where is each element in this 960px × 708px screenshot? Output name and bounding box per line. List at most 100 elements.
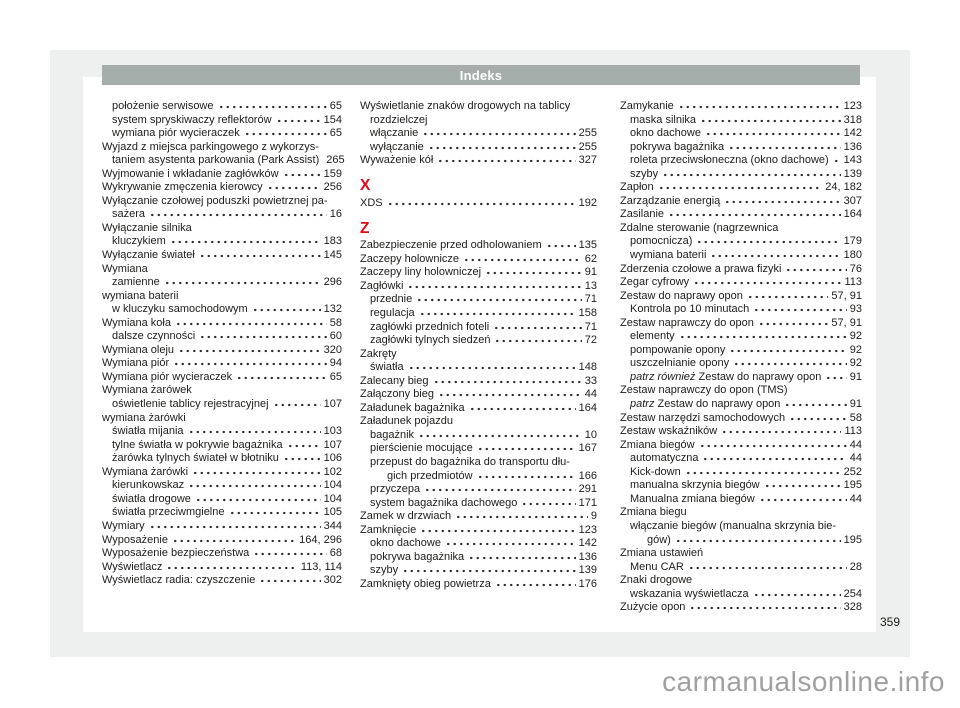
index-page-ref: 28 [849, 560, 862, 573]
index-page-ref: 255 [578, 140, 597, 153]
index-row: pierścienie mocujące 167 [360, 442, 597, 456]
index-entry-text: Zapłon [620, 181, 654, 194]
index-entry-text: Zarządzanie energią [620, 194, 721, 207]
dot-leader [418, 428, 582, 438]
index-page-ref: 132 [323, 303, 342, 316]
index-entry-text: Zdalne sterowanie (nagrzewnica [620, 221, 779, 234]
index-entry-text: Załadunek bagażnika [360, 401, 465, 414]
index-entry-text: Wyłączanie świateł [102, 249, 195, 262]
index-row: maska silnika 318 [620, 113, 862, 128]
index-row: przepust do bagażnika do transportu dłu- [360, 456, 597, 470]
dot-leader [696, 235, 841, 245]
index-entry-text: roleta przeciwsłoneczna (okno dachowe) [630, 154, 829, 167]
index-page-ref: 58 [849, 411, 862, 424]
dot-leader [753, 303, 847, 313]
index-page-ref: 344 [323, 519, 342, 532]
index-page-ref: 255 [578, 127, 597, 140]
dot-leader [251, 303, 321, 313]
index-page-ref: 142 [578, 537, 597, 550]
index-row: Załadunek pojazdu [360, 415, 597, 429]
dot-leader [171, 533, 297, 543]
dot-leader [243, 127, 327, 137]
index-row: Wyświetlacz radia: czyszczenie 302 [102, 574, 342, 588]
index-entry-text: przepust do bagażnika do transportu dłu- [370, 456, 570, 469]
index-entry-text: oświetlenie tablicy rejestracyjnej [112, 398, 269, 411]
index-row: wskazania wyświetlacza 254 [620, 587, 862, 602]
index-page-ref: 72 [584, 334, 597, 347]
index-row: Kick-down 252 [620, 465, 862, 480]
index-page-ref: 252 [843, 465, 862, 478]
dot-leader [710, 249, 841, 259]
dot-leader [468, 401, 576, 411]
dot-leader [422, 127, 576, 137]
index-entry-text: Wyświetlanie znaków drogowych na tablicy [360, 100, 571, 112]
dot-leader [674, 533, 841, 543]
index-row: Zmiana ustawień [620, 547, 862, 561]
dot-leader [188, 479, 321, 489]
dot-leader [174, 316, 327, 326]
index-entry-text: Zaczepy holownicze [360, 252, 460, 265]
index-entry-text: XDS [360, 196, 383, 209]
index-row: Zestaw narzędzi samochodowych 58 [620, 411, 862, 426]
index-entry-text: Zmiana biegów [620, 438, 695, 451]
dot-leader [784, 398, 847, 408]
index-entry-text: Zegar cyfrowy [620, 276, 690, 289]
index-row: Wyłączanie czołowej poduszki powietrznej… [102, 195, 342, 209]
page-title: Indeks [459, 67, 503, 83]
dot-leader [704, 127, 841, 137]
index-entry-text: Zamknięty obieg powietrza [360, 577, 491, 590]
index-page-ref: 33 [584, 374, 597, 387]
index-entry-text: rozdzielczej [370, 113, 428, 126]
dot-leader [832, 154, 841, 164]
dot-leader [746, 289, 829, 299]
index-page-ref: 92 [849, 330, 862, 343]
index-page-ref: 123 [578, 523, 597, 536]
dot-leader [282, 452, 321, 462]
index-page-ref: 62 [584, 252, 597, 265]
index-page-ref: 91 [584, 266, 597, 279]
index-page-ref: 164 [578, 401, 597, 414]
dot-leader [700, 113, 841, 123]
index-row: Wyłączanie świateł 145 [102, 249, 342, 263]
index-entry-text: Zaczepy liny holowniczej [360, 266, 482, 279]
dot-leader [521, 496, 576, 506]
index-page-ref: 71 [584, 293, 597, 306]
index-entry-text: Wyłączanie czołowej poduszki powietrznej… [102, 194, 328, 207]
index-page-ref: 179 [843, 235, 862, 248]
index-page-ref: 139 [578, 564, 597, 577]
index-row: Wyjmowanie i wkładanie zagłówków 159 [102, 167, 342, 182]
index-row: oświetlenie tablicy rejestracyjnej 107 [102, 398, 342, 412]
index-page-ref: 307 [843, 194, 862, 207]
index-entry-text: Menu CAR [630, 560, 684, 573]
index-row: Zestaw wskaźników 113 [620, 425, 862, 439]
index-page-ref: 13 [584, 279, 597, 292]
index-row: Wymiana piór 94 [102, 357, 342, 371]
index-row: kierunkowskaz 104 [102, 479, 342, 493]
index-row: bagażnik 10 [360, 428, 597, 443]
index-page-ref: 94 [329, 357, 342, 370]
index-row: Wykrywanie zmęczenia kierowcy 256 [102, 181, 342, 195]
index-page-ref: 154 [323, 113, 342, 126]
index-row: szyby 139 [360, 564, 597, 578]
index-entry-text: położenie serwisowe [112, 100, 214, 112]
index-row: w kluczyku samochodowym 132 [102, 303, 342, 317]
index-page-ref: 164, 296 [299, 533, 342, 546]
index-row: Wymiana oleju 320 [102, 343, 342, 358]
dot-leader [733, 357, 847, 367]
dot-leader [266, 181, 321, 191]
index-entry-text: Załączony bieg [360, 388, 434, 401]
dot-leader [678, 330, 847, 340]
index-row: Zaczepy holownicze 62 [360, 252, 597, 267]
index-entry-text: Zestaw narzędzi samochodowych [620, 411, 786, 424]
index-row: automatyczna 44 [620, 452, 862, 466]
dot-leader [402, 564, 576, 574]
dot-leader [662, 167, 841, 177]
index-page-ref: 16 [329, 208, 342, 221]
index-entry-text: zamienne [112, 276, 160, 289]
dot-leader [677, 100, 841, 109]
index-row: wymiana baterii [102, 290, 342, 304]
index-page-ref: 57, 91 [831, 316, 862, 329]
index-page-ref: 320 [323, 343, 342, 356]
index-page-ref: 106 [323, 452, 342, 465]
dot-leader [286, 438, 321, 448]
